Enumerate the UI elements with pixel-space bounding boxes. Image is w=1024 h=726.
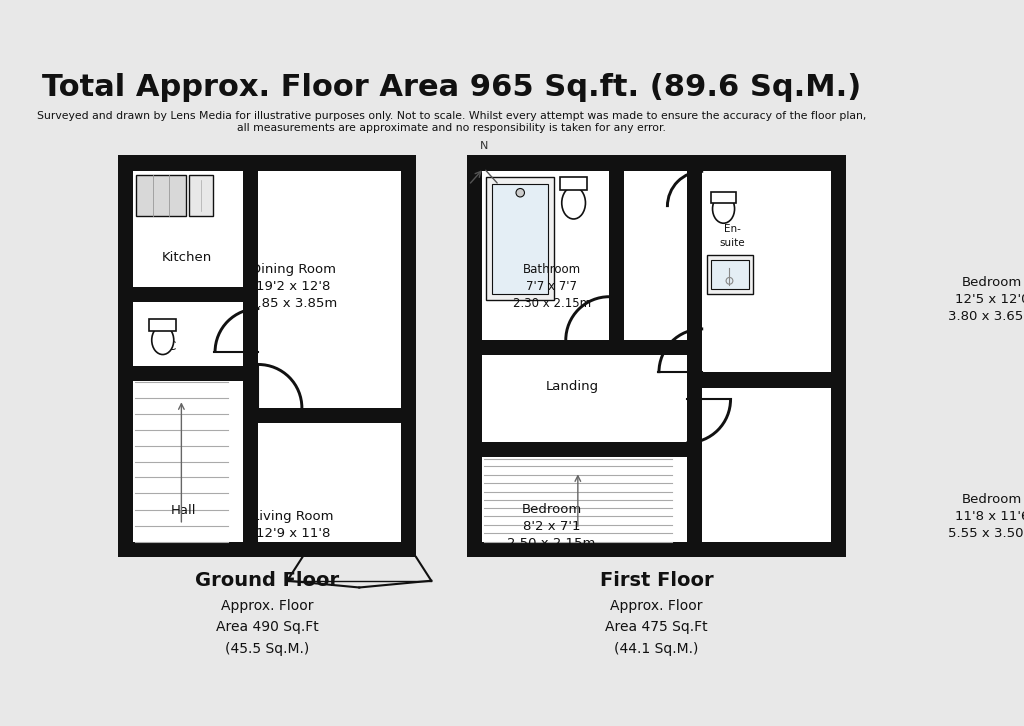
Bar — [687, 355, 702, 542]
Bar — [258, 408, 400, 423]
Circle shape — [516, 189, 524, 197]
Text: Approx. Floor
Area 475 Sq.Ft
(44.1 Sq.M.): Approx. Floor Area 475 Sq.Ft (44.1 Sq.M.… — [605, 599, 708, 656]
Text: Landing: Landing — [546, 380, 599, 393]
Text: Approx. Floor
Area 490 Sq.Ft
(45.5 Sq.M.): Approx. Floor Area 490 Sq.Ft (45.5 Sq.M.… — [216, 599, 318, 656]
Bar — [118, 155, 133, 557]
Bar — [687, 171, 702, 340]
Bar — [482, 442, 687, 457]
Text: En-
suite: En- suite — [719, 224, 744, 248]
Bar — [831, 155, 847, 557]
Bar — [118, 155, 416, 171]
Bar — [707, 256, 754, 293]
Text: all measurements are approximate and no responsibility is taken for any error.: all measurements are approximate and no … — [238, 123, 666, 134]
Bar — [482, 171, 831, 542]
Bar — [560, 177, 587, 190]
Ellipse shape — [152, 326, 174, 354]
Bar — [244, 381, 258, 542]
Bar — [133, 171, 400, 542]
Bar — [711, 192, 736, 203]
Bar — [133, 287, 244, 302]
Bar — [244, 308, 258, 352]
Text: Total Approx. Floor Area 965 Sq.ft. (89.6 Sq.M.): Total Approx. Floor Area 965 Sq.ft. (89.… — [42, 73, 861, 102]
Bar — [687, 171, 702, 206]
Bar — [467, 155, 482, 557]
Bar — [244, 171, 258, 381]
Text: Bedroom
12'5 x 12'0
3.80 x 3.65m: Bedroom 12'5 x 12'0 3.80 x 3.65m — [948, 276, 1024, 323]
Bar — [150, 319, 176, 331]
Text: Living Room
12'9 x 11'8
3.88 x 3.55m: Living Room 12'9 x 11'8 3.88 x 3.55m — [249, 510, 337, 557]
Bar — [565, 340, 609, 355]
Bar — [258, 408, 302, 423]
Text: Bedroom
8'2 x 7'1
2.50 x 2.15m: Bedroom 8'2 x 7'1 2.50 x 2.15m — [508, 503, 596, 550]
Bar — [133, 366, 244, 381]
Text: First Floor: First Floor — [600, 571, 714, 590]
Text: Ground Floor: Ground Floor — [195, 571, 339, 590]
Ellipse shape — [713, 195, 734, 223]
Bar — [253, 542, 294, 557]
Text: Dining Room
19'2 x 12'8
5.85 x 3.85m: Dining Room 19'2 x 12'8 5.85 x 3.85m — [249, 264, 337, 310]
Bar — [302, 542, 416, 557]
Bar — [711, 260, 749, 289]
Bar — [493, 184, 548, 293]
Bar — [467, 542, 847, 557]
Ellipse shape — [562, 187, 586, 219]
Bar — [486, 177, 554, 301]
Bar — [400, 155, 416, 557]
Text: Bedroom
11'8 x 11'6
5.55 x 3.50m: Bedroom 11'8 x 11'6 5.55 x 3.50m — [948, 493, 1024, 540]
Text: N: N — [479, 142, 488, 151]
Bar — [136, 175, 185, 216]
Bar — [118, 542, 416, 557]
Bar — [482, 340, 702, 355]
Bar — [687, 355, 702, 399]
Text: Bathroom
7'7 x 7'7
2.30 x 2.15m: Bathroom 7'7 x 7'7 2.30 x 2.15m — [513, 264, 591, 310]
Bar — [609, 171, 625, 340]
Bar — [467, 155, 847, 171]
Bar — [189, 175, 213, 216]
Text: Hall: Hall — [171, 504, 197, 517]
Bar — [687, 372, 702, 417]
Text: Surveyed and drawn by Lens Media for illustrative purposes only. Not to scale. W: Surveyed and drawn by Lens Media for ill… — [37, 112, 866, 121]
Text: WC: WC — [154, 340, 176, 353]
Text: Kitchen: Kitchen — [162, 250, 212, 264]
Bar — [702, 372, 831, 388]
